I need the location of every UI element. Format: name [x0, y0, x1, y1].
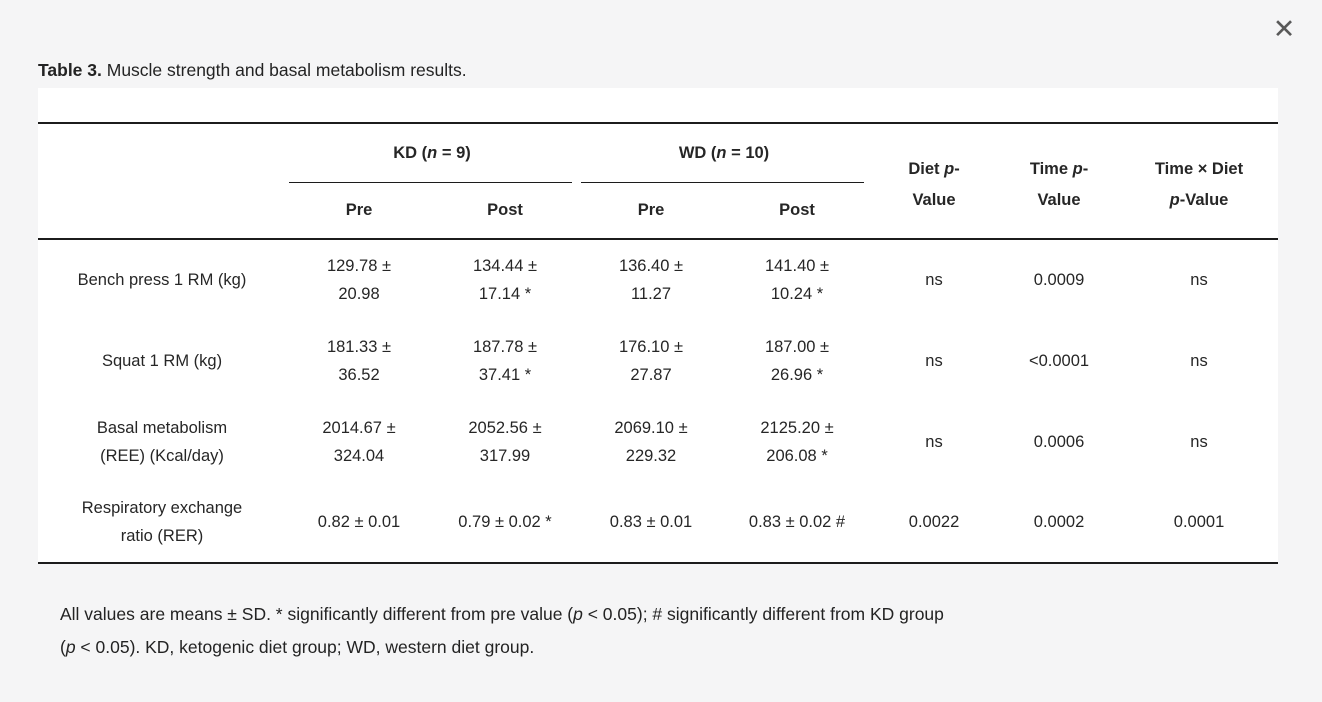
table-cell: 141.40 ±10.24 *	[764, 257, 830, 303]
table-cell: ns	[1190, 351, 1208, 370]
table-panel: KD (n = 9) WD (n = 10) Diet p- Value Tim…	[38, 88, 1279, 564]
header-text: Diet	[908, 160, 945, 178]
header-italic-p: p	[944, 160, 955, 178]
subheader-kd-post: Post	[432, 183, 578, 240]
header-time-x-diet-p-value: Time × Diet p-Value	[1120, 123, 1279, 240]
header-text: Time × Diet	[1154, 160, 1244, 178]
table-cell: ns	[1190, 432, 1208, 451]
close-icon[interactable]: ✕	[1266, 12, 1302, 48]
table-row: Basal metabolism (REE) (Kcal/day) 2014.67…	[38, 401, 1278, 482]
table-cell: ns	[925, 432, 943, 451]
table-footnote: All values are means ± SD. * significant…	[60, 598, 1278, 664]
group-wd-n: n	[716, 144, 727, 162]
footnote-line-1: All values are means ± SD. * significant…	[60, 598, 1278, 631]
header-italic-p: p	[1072, 160, 1083, 178]
table-row: Squat 1 RM (kg) 181.33 ±36.52 187.78 ±37…	[38, 320, 1278, 401]
table-cell: 0.82 ± 0.01	[317, 513, 401, 531]
subheader-wd-pre: Pre	[578, 183, 724, 240]
table-cell: 2125.20 ±206.08 *	[760, 418, 834, 465]
table-caption-text: Muscle strength and basal metabolism res…	[101, 60, 467, 80]
header-text: Time	[1029, 160, 1073, 178]
group-kd-post: = 9)	[437, 144, 471, 162]
table-cell: 2052.56 ±317.99	[468, 418, 542, 465]
row-label: Basal metabolism (REE) (Kcal/day)	[96, 418, 228, 465]
table-cell: 181.33 ±36.52	[326, 337, 392, 384]
table-cell: <0.0001	[1028, 351, 1090, 370]
footnote-text: (	[60, 637, 66, 657]
header-text: Value	[1037, 191, 1081, 209]
table-cell: 0.0002	[1033, 513, 1085, 531]
header-text: -Value	[1179, 191, 1229, 209]
group-wd-post: = 10)	[726, 144, 770, 162]
table-row: Respiratory exchange ratio (RER) 0.82 ± 0…	[38, 482, 1278, 563]
group-wd-pre: WD (	[678, 144, 717, 162]
group-kd-n: n	[427, 144, 438, 162]
table-cell: 187.78 ±37.41 *	[472, 337, 538, 384]
row-label: Respiratory exchange ratio (RER)	[81, 499, 243, 545]
footnote-text: < 0.05). KD, ketogenic diet group; WD, w…	[75, 637, 535, 657]
table-cell: 134.44 ±17.14 *	[472, 257, 538, 303]
table-cell: 0.0006	[1033, 432, 1085, 451]
table-cell: 0.0009	[1033, 271, 1085, 289]
group-header-wd: WD (n = 10)	[578, 123, 870, 183]
header-time-p-value: Time p- Value	[998, 123, 1121, 240]
table-cell: 2014.67 ±324.04	[322, 418, 396, 465]
row-label: Bench press 1 RM (kg)	[77, 271, 247, 289]
footnote-italic-p: p	[65, 637, 76, 657]
table-cell: 0.0001	[1173, 513, 1225, 531]
table-cell: 187.00 ±26.96 *	[764, 337, 830, 384]
table-cell: ns	[925, 271, 943, 289]
table-caption: Table 3. Muscle strength and basal metab…	[38, 58, 467, 82]
row-label: Squat 1 RM (kg)	[101, 351, 223, 370]
footnote-line-2: (p < 0.05). KD, ketogenic diet group; WD…	[60, 631, 1278, 664]
group-kd-pre: KD (	[393, 144, 428, 162]
table-cell: 176.10 ±27.87	[618, 337, 684, 384]
header-text: Value	[912, 191, 956, 209]
table-cell: 0.83 ± 0.02 #	[748, 513, 846, 531]
corner-cell	[38, 123, 286, 240]
table-cell: 2069.10 ±229.32	[614, 418, 688, 465]
group-header-kd: KD (n = 9)	[286, 123, 578, 183]
table-cell: 136.40 ±11.27	[618, 257, 684, 303]
header-diet-p-value: Diet p- Value	[870, 123, 999, 240]
subheader-kd-pre: Pre	[286, 183, 432, 240]
table-cell: 0.83 ± 0.01	[609, 513, 693, 531]
header-italic-p: p	[1169, 191, 1180, 209]
results-table: KD (n = 9) WD (n = 10) Diet p- Value Tim…	[38, 122, 1279, 564]
footnote-italic-p: p	[573, 604, 583, 624]
subheader-wd-post: Post	[724, 183, 871, 240]
table-cell: 0.79 ± 0.02 *	[458, 513, 552, 531]
table-cell: 0.0022	[908, 513, 960, 531]
table-cell: ns	[925, 351, 943, 370]
header-text: -	[954, 160, 960, 178]
table-cell: ns	[1190, 271, 1208, 289]
table-cell: 129.78 ±20.98	[326, 257, 392, 303]
table-caption-label: Table 3.	[38, 60, 102, 80]
header-text: -	[1082, 160, 1089, 178]
footnote-text: All values are means ± SD. * significant…	[60, 604, 574, 624]
table-row: Bench press 1 RM (kg) 129.78 ±20.98 134.…	[38, 239, 1278, 320]
footnote-text: < 0.05); # significantly different from …	[582, 604, 944, 624]
